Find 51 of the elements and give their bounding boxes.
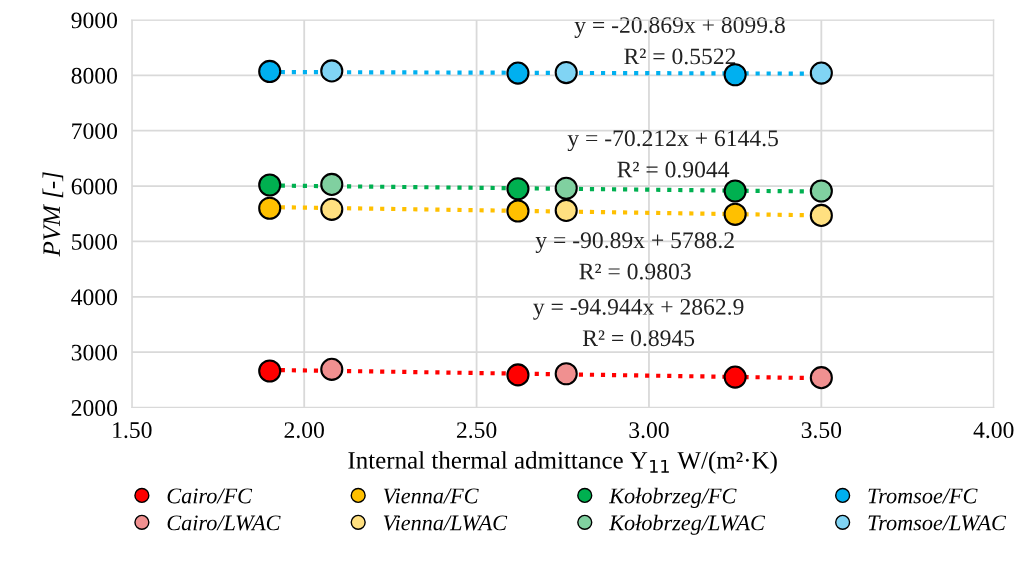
point (506, 61, 530, 85)
y-tick-label: 2000 (71, 400, 118, 416)
point (258, 173, 282, 197)
x-tick-label: 2.00 (284, 422, 324, 439)
legend-label: Kołobrzeg/FC (608, 487, 737, 508)
point (554, 362, 578, 386)
point (320, 59, 344, 83)
point (258, 196, 282, 220)
x-tick-label: 2.50 (456, 422, 497, 439)
y-tick-label: 3000 (71, 344, 118, 361)
legend-label: Tromsoe/LWAC (868, 515, 1007, 531)
point (809, 203, 833, 227)
point (320, 172, 344, 196)
point (723, 63, 747, 87)
y-axis-title: PVM [-] (42, 172, 64, 257)
x-tick-label: 3.00 (629, 422, 669, 439)
annotation: y = -20.869x + 8099.8 R² = 0.5522 (574, 17, 785, 65)
x-tick-label: 3.50 (801, 422, 842, 439)
point (506, 177, 530, 201)
y-tick-label: 4000 (71, 289, 118, 306)
legend-label: Cairo/FC (167, 488, 253, 504)
point (809, 61, 833, 85)
annotation: y = -94.944x + 2862.9 R² = 0.8945 (533, 298, 744, 347)
point (320, 357, 344, 381)
point (554, 198, 578, 222)
legend-label: Tromsoe/FC (868, 488, 978, 504)
y-tick-label: 6000 (71, 178, 118, 195)
point (320, 197, 344, 221)
point (506, 363, 530, 387)
legend-label: Vienna/LWAC (383, 515, 508, 531)
point (258, 359, 282, 383)
point (723, 202, 747, 226)
legend-label: Kołobrzeg/LWAC (608, 514, 766, 535)
point (809, 366, 833, 390)
x-tick-label: 1.50 (113, 422, 152, 439)
x-tick-label: 4.00 (973, 422, 1014, 439)
point (723, 179, 747, 203)
y-tick-label: 7000 (72, 123, 118, 140)
point (258, 59, 282, 84)
point (723, 365, 747, 389)
point (809, 179, 833, 203)
point (554, 176, 578, 200)
point (554, 60, 578, 85)
annotation: y = -70.212x + 6144.5 R² = 0.9044 (567, 130, 778, 178)
legend-label: Vienna/FC (383, 488, 479, 504)
y-tick-label: 5000 (72, 233, 118, 250)
point (506, 199, 530, 223)
legend-label: Cairo/LWAC (167, 515, 281, 531)
x-axis-title: Internal thermal admittance Y$_{11}$ W/(m²·K) (348, 451, 777, 474)
y-tick-label: 9000 (71, 12, 118, 29)
y-tick-label: 8000 (71, 67, 118, 84)
